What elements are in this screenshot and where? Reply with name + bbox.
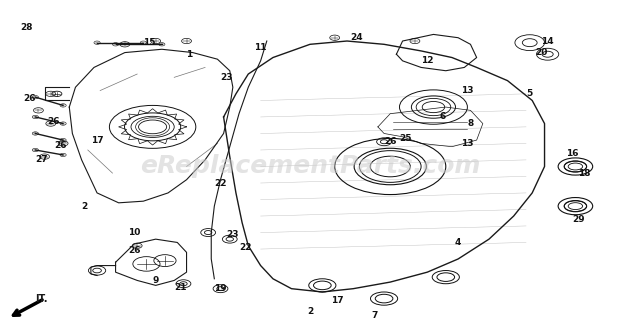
Text: 26: 26	[384, 137, 396, 146]
Text: 20: 20	[535, 48, 547, 57]
Text: IT.: IT.	[35, 294, 48, 304]
Text: 2: 2	[307, 307, 313, 316]
Text: 10: 10	[128, 228, 140, 237]
Text: 15: 15	[143, 38, 156, 47]
Text: 9: 9	[153, 276, 159, 285]
Text: 27: 27	[35, 156, 48, 165]
Text: 13: 13	[461, 86, 474, 95]
Text: 19: 19	[214, 284, 227, 293]
Text: 13: 13	[461, 139, 474, 148]
Text: 2: 2	[82, 201, 88, 211]
Text: 25: 25	[399, 134, 412, 143]
Text: 18: 18	[578, 168, 591, 177]
Text: 16: 16	[566, 149, 578, 158]
Text: 23: 23	[221, 73, 233, 82]
Text: 17: 17	[332, 296, 344, 305]
Text: 23: 23	[226, 230, 239, 239]
Text: 26: 26	[128, 246, 140, 255]
Text: 22: 22	[215, 178, 227, 187]
Text: 5: 5	[526, 89, 532, 98]
Text: 8: 8	[467, 119, 474, 128]
Text: 12: 12	[421, 56, 433, 65]
Text: 29: 29	[572, 215, 585, 224]
Text: 7: 7	[371, 311, 378, 320]
Text: 21: 21	[174, 282, 187, 291]
Text: eReplacementParts.com: eReplacementParts.com	[140, 155, 480, 178]
Text: 11: 11	[254, 43, 267, 52]
Text: 26: 26	[23, 94, 35, 103]
Text: 4: 4	[455, 238, 461, 247]
Text: 26: 26	[54, 141, 66, 150]
Text: 6: 6	[440, 113, 446, 122]
Text: 22: 22	[239, 243, 252, 252]
Text: 14: 14	[541, 37, 554, 46]
Text: 28: 28	[20, 23, 32, 32]
Text: 24: 24	[350, 33, 363, 42]
Text: 1: 1	[187, 50, 193, 59]
Text: 17: 17	[91, 136, 104, 145]
Text: 26: 26	[48, 118, 60, 127]
